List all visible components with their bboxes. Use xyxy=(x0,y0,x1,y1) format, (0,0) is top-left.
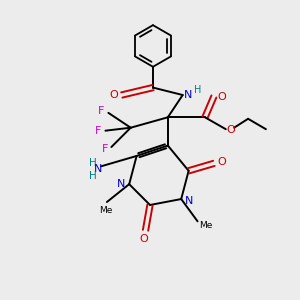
Text: F: F xyxy=(95,126,101,136)
Text: Me: Me xyxy=(99,206,112,215)
Text: N: N xyxy=(184,90,193,100)
Text: N: N xyxy=(94,164,102,174)
Text: O: O xyxy=(140,234,148,244)
Text: Me: Me xyxy=(199,221,213,230)
Text: H: H xyxy=(89,171,97,181)
Text: O: O xyxy=(218,157,226,167)
Text: O: O xyxy=(109,90,118,100)
Text: O: O xyxy=(217,92,226,101)
Text: N: N xyxy=(117,179,125,189)
Text: F: F xyxy=(98,106,104,116)
Text: O: O xyxy=(227,125,236,135)
Text: F: F xyxy=(102,143,109,154)
Text: N: N xyxy=(185,196,194,206)
Text: H: H xyxy=(89,158,97,168)
Text: H: H xyxy=(194,85,201,95)
